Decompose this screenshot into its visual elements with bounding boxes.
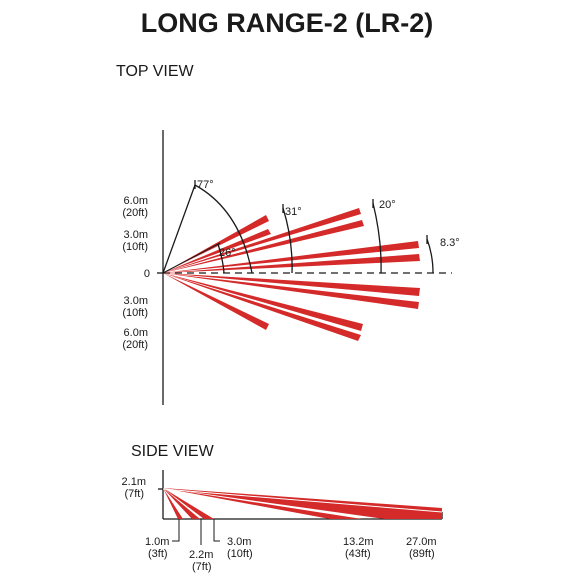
- leader-3m: [213, 519, 220, 542]
- lower-beams: [163, 273, 420, 341]
- height-label: (7ft): [124, 488, 144, 500]
- distance-label-3m: 3.0m: [227, 536, 251, 548]
- side-beam-2m: [163, 488, 200, 519]
- beam-mid-lower-2: [163, 273, 361, 341]
- angle-label-20: 20°: [379, 199, 396, 211]
- side-beam-mid: [163, 488, 362, 519]
- y-label: (20ft): [122, 339, 148, 351]
- beam-mid-upper-2: [163, 220, 364, 273]
- beam-mid-upper-1: [163, 208, 361, 273]
- height-label: 2.1m: [122, 476, 146, 488]
- distance-label-1m: 1.0m: [145, 536, 169, 548]
- side-view: 2.1m (7ft) 1.0m (3ft) 2.2m (7ft) 3.0m (1…: [122, 470, 443, 573]
- y-label: 6.0m: [124, 327, 148, 339]
- beam-short-upper-2: [163, 229, 271, 273]
- side-view-heading: SIDE VIEW: [131, 443, 214, 460]
- arc-26: [217, 243, 225, 274]
- distance-label-2m: 2.2m: [189, 549, 213, 561]
- arc-8: [426, 238, 434, 274]
- leader-1m: [172, 519, 180, 542]
- y-label: (10ft): [122, 307, 148, 319]
- angle-26-ray: [162, 242, 221, 274]
- distance-label-2m: (7ft): [192, 561, 212, 573]
- distance-label-27m: (89ft): [409, 548, 435, 560]
- y-label: (10ft): [122, 241, 148, 253]
- distance-label-3m: (10ft): [227, 548, 253, 560]
- y-label: 3.0m: [124, 295, 148, 307]
- side-beam-3m: [163, 488, 214, 519]
- angle-label-26: 26°: [219, 247, 236, 259]
- angle-77-ray: [162, 184, 196, 274]
- side-beam-long: [163, 488, 442, 519]
- side-beam-1m: [163, 488, 183, 519]
- distance-label-1m: (3ft): [148, 548, 168, 560]
- beam-mid-lower-1: [163, 273, 363, 331]
- y-label: 3.0m: [124, 229, 148, 241]
- distance-label-13m: (43ft): [345, 548, 371, 560]
- distance-label-27m: 27.0m: [406, 536, 437, 548]
- y-label: 6.0m: [124, 195, 148, 207]
- arc-77: [194, 184, 253, 274]
- top-view: 77° 31° 20° 8.3° 26° 6.0m (20ft) 3.0m (1…: [122, 130, 460, 405]
- arc-20: [372, 202, 382, 274]
- beam-long-lower-2: [163, 273, 419, 309]
- beam-long-lower-1: [163, 273, 420, 296]
- y-label: (20ft): [122, 207, 148, 219]
- angle-label-31: 31°: [285, 206, 302, 218]
- distance-label-13m: 13.2m: [343, 536, 374, 548]
- beam-short-lower-1: [163, 273, 269, 330]
- beam-separator: [162, 488, 443, 513]
- angle-label-77: 77°: [197, 179, 214, 191]
- arc-31: [282, 207, 293, 274]
- diagram-title: LONG RANGE-2 (LR-2): [140, 8, 434, 38]
- beam-long-upper-1: [163, 241, 419, 273]
- top-view-heading: TOP VIEW: [116, 63, 194, 80]
- angle-label-8-3: 8.3°: [440, 237, 460, 249]
- y-label: 0: [144, 268, 150, 280]
